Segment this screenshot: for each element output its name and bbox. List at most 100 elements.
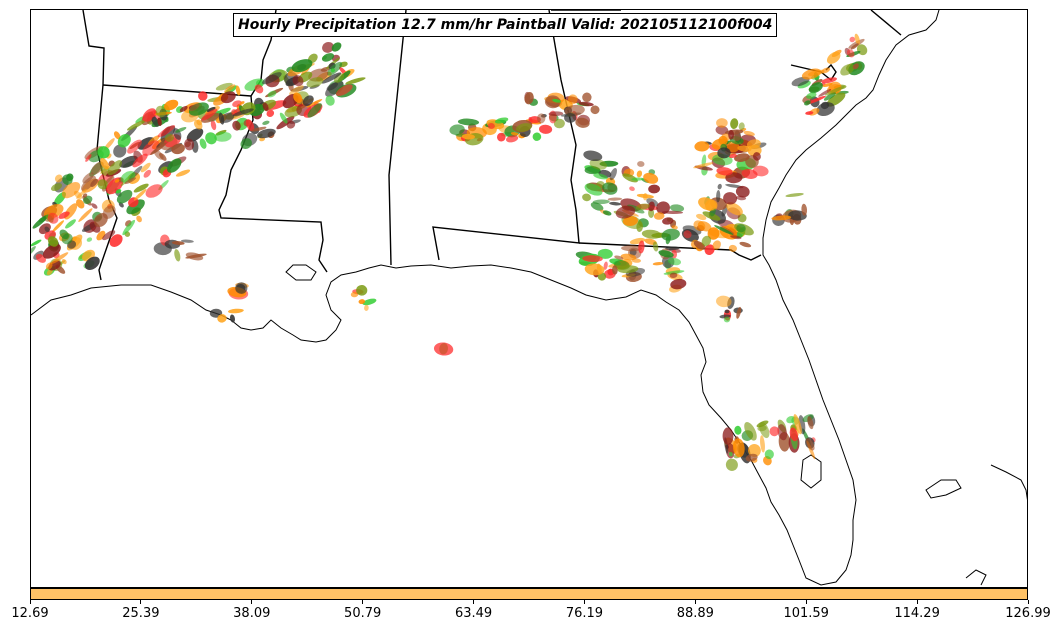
precip-blob — [245, 119, 255, 132]
precip-blob — [669, 204, 685, 212]
precip-blob — [693, 220, 706, 232]
precip-blob — [717, 147, 731, 159]
colorbar-tick-mark — [805, 600, 807, 604]
precip-blob — [140, 162, 151, 173]
precip-blob — [603, 261, 608, 270]
precip-blob — [840, 63, 855, 76]
precip-blob — [181, 239, 194, 243]
precip-blob — [228, 308, 244, 314]
precip-blob — [661, 228, 680, 241]
precip-blob — [45, 262, 53, 270]
precip-blob — [752, 152, 761, 161]
precip-blob — [325, 80, 344, 97]
precip-blob — [789, 427, 798, 442]
precip-blob — [728, 451, 733, 457]
precip-blob — [257, 128, 276, 139]
precip-blob — [852, 63, 859, 70]
precip-blob — [662, 217, 674, 225]
precip-blob — [510, 132, 519, 136]
precip-blob — [824, 86, 845, 96]
precip-blob — [356, 284, 368, 296]
precip-blob — [636, 221, 644, 232]
precip-blob — [175, 169, 191, 177]
precip-blob — [592, 199, 610, 205]
precip-blob — [671, 225, 678, 230]
precip-blob — [552, 98, 561, 103]
precip-blob — [590, 202, 604, 211]
precip-blob — [102, 230, 116, 241]
precip-blob — [736, 306, 742, 319]
precip-blob — [350, 291, 359, 298]
precip-blob — [232, 120, 241, 131]
colorbar-tick-label: 88.89 — [676, 606, 714, 621]
colorbar-tick-mark — [140, 600, 142, 604]
precip-blob — [728, 153, 737, 159]
precip-blob — [648, 201, 655, 212]
precip-blob — [716, 295, 732, 308]
precip-blob — [744, 422, 757, 441]
precip-blob — [602, 210, 612, 216]
precip-blob — [142, 140, 160, 156]
precip-blob — [97, 179, 108, 190]
precip-blob — [267, 90, 277, 98]
precip-blob — [330, 68, 335, 73]
precip-blob — [818, 88, 832, 97]
precip-blob — [215, 82, 233, 91]
precip-blob — [716, 190, 721, 203]
precip-blob — [805, 111, 814, 115]
precip-blob — [631, 177, 644, 181]
precip-blob — [157, 125, 176, 138]
precip-blob — [262, 120, 270, 125]
precip-blob — [643, 172, 659, 184]
precip-blob — [114, 179, 120, 183]
precip-blob — [716, 118, 728, 128]
precip-blob — [612, 265, 618, 275]
precip-blob — [732, 133, 742, 141]
precip-blob — [118, 202, 124, 208]
precip-blob — [117, 133, 131, 148]
precip-blob — [652, 262, 664, 266]
precip-blob — [90, 178, 98, 187]
precip-blob — [712, 240, 721, 250]
precip-blob — [235, 85, 241, 96]
precip-blob — [81, 175, 96, 191]
precipitation-blobs — [31, 33, 868, 471]
precip-blob — [279, 112, 288, 124]
precip-blob — [661, 210, 683, 215]
precip-blob — [850, 43, 859, 50]
precip-blob — [694, 141, 710, 152]
precip-blob — [220, 91, 236, 104]
precip-blob — [325, 95, 335, 106]
precip-blob — [210, 120, 217, 131]
precip-blob — [683, 230, 692, 239]
precip-blob — [179, 105, 188, 113]
precip-blob — [736, 224, 746, 233]
precip-blob — [75, 199, 85, 209]
paintball-map — [31, 10, 1027, 586]
precip-blob — [31, 246, 36, 257]
precip-blob — [239, 101, 245, 105]
precip-blob — [735, 185, 750, 198]
precip-blob — [83, 195, 93, 204]
precip-blob — [821, 77, 837, 84]
precip-blob — [826, 51, 841, 64]
precip-blob — [78, 208, 93, 222]
precip-blob — [849, 36, 856, 43]
precip-blob — [97, 146, 110, 159]
precip-blob — [698, 197, 717, 211]
precip-blob — [358, 299, 366, 305]
precip-blob — [47, 236, 59, 247]
precip-blob — [747, 444, 761, 457]
precip-blob — [100, 158, 109, 170]
precip-blob — [302, 95, 314, 107]
colorbar — [30, 588, 1028, 600]
precip-blob — [345, 77, 366, 85]
precip-blob — [638, 240, 645, 254]
precip-blob — [635, 203, 650, 211]
precip-blob — [505, 135, 519, 143]
precip-blob — [707, 227, 720, 240]
precip-blob — [652, 241, 659, 252]
precip-blob — [198, 91, 208, 101]
colorbar-tick-label: 114.29 — [894, 606, 940, 621]
precip-blob — [201, 108, 218, 121]
